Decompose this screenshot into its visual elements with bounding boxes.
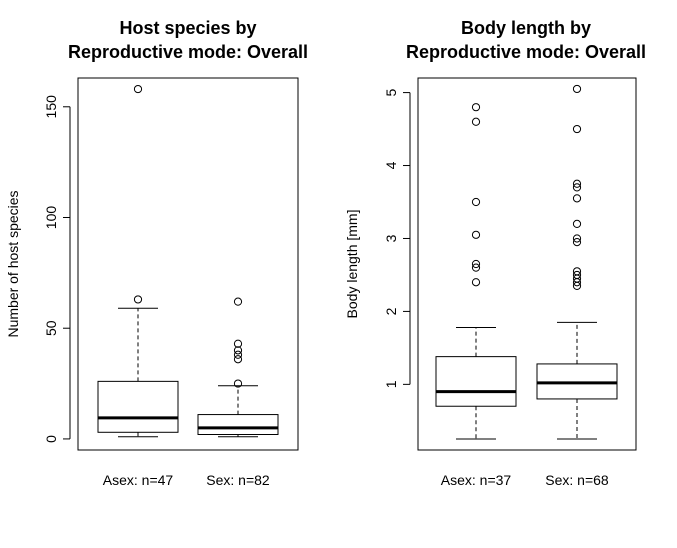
outlier-point [233,350,243,359]
outlier-point [572,179,582,188]
outlier-point [471,263,481,272]
box-group [435,103,517,440]
outlier-point [572,219,582,228]
host-species-panel: Host species by Reproductive mode: Overal… [5,18,308,488]
outlier-point [572,124,582,134]
chart-title: Host species by Reproductive mode: Overal… [68,18,308,62]
plot-frame [77,77,299,451]
outlier-point [572,84,582,94]
outlier-point [572,238,582,247]
outlier-point [572,234,582,243]
chart-title-line: Body length by [461,18,591,38]
plot-frame [417,77,637,451]
iqr-box [97,380,179,433]
outlier-point [471,197,481,207]
y-tick-label: 150 [43,95,59,119]
box-group [536,84,618,440]
outlier-point [471,230,481,239]
outlier-point [233,346,243,355]
box-group [97,84,179,438]
x-category-label: Sex: n=68 [545,472,609,488]
outlier-point [471,117,481,126]
outlier-point [133,84,143,94]
y-tick-label: 2 [383,307,399,315]
y-axis-label: Number of host species [5,190,21,337]
body-length-panel: Body length by Reproductive mode: Overall… [344,18,646,488]
y-tick-label: 4 [383,161,399,169]
chart-title: Body length by Reproductive mode: Overall [406,18,646,62]
y-tick-label: 1 [383,380,399,388]
outlier-point [471,103,481,112]
outlier-point [471,259,481,269]
y-axis-label: Body length [mm] [344,210,360,319]
y-tick-label: 50 [43,320,59,336]
outlier-point [572,194,582,203]
y-tick-label: 3 [383,234,399,242]
y-tick-label: 5 [383,88,399,96]
outlier-point [233,355,243,364]
box-group [197,297,279,438]
iqr-box [435,356,517,407]
chart-title-line: Reproductive mode: Overall [406,42,646,62]
outlier-point [572,267,582,276]
outlier-point [233,297,243,306]
outlier-point [572,270,582,280]
x-category-label: Asex: n=37 [441,472,512,488]
outlier-point [572,183,582,192]
x-category-label: Sex: n=82 [206,472,270,488]
y-tick-label: 100 [43,206,59,230]
chart-title-line: Host species by [119,18,256,38]
x-category-label: Asex: n=47 [103,472,174,488]
outlier-point [233,339,243,348]
outlier-point [233,379,243,388]
iqr-box [197,414,279,436]
outlier-point [133,295,143,304]
outlier-point [471,278,481,287]
chart-title-line: Reproductive mode: Overall [68,42,308,62]
y-tick-label: 0 [43,435,59,443]
